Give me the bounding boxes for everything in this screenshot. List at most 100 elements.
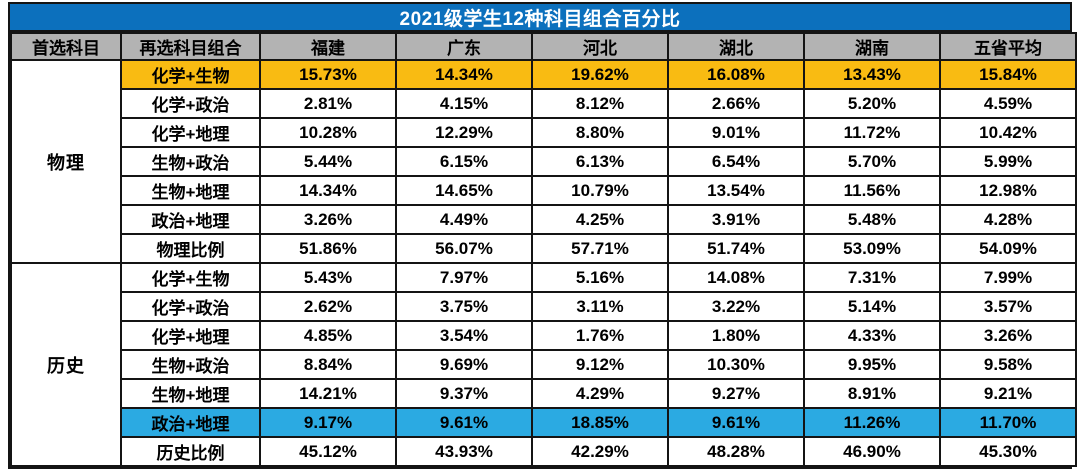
column-header-6: 湖南 bbox=[803, 32, 941, 61]
row-label: 化学+生物 bbox=[120, 59, 261, 90]
cell-value: 45.30% bbox=[939, 436, 1077, 467]
cell-value: 13.54% bbox=[667, 175, 805, 206]
cell-value: 6.54% bbox=[667, 146, 805, 177]
cell-value: 10.79% bbox=[531, 175, 669, 206]
table-row: 化学+地理 10.28% 12.29% 8.80% 9.01% 11.72% 10.42% bbox=[11, 117, 1077, 148]
cell-value: 3.26% bbox=[939, 320, 1077, 351]
cell-value: 4.85% bbox=[259, 320, 397, 351]
cell-value: 11.70% bbox=[939, 407, 1077, 438]
row-label: 化学+政治 bbox=[120, 291, 261, 322]
cell-value: 5.70% bbox=[803, 146, 941, 177]
cell-value: 7.31% bbox=[803, 262, 941, 293]
cell-value: 42.29% bbox=[531, 436, 669, 467]
table-row: 生物+地理 14.21% 9.37% 4.29% 9.27% 8.91% 9.21% bbox=[11, 378, 1077, 409]
cell-value: 14.08% bbox=[667, 262, 805, 293]
header-row: 首选科目 再选科目组合 福建 广东 河北 湖北 湖南 五省平均 bbox=[10, 32, 1077, 61]
column-header-0: 首选科目 bbox=[10, 32, 122, 61]
group-cell: 历史 bbox=[10, 262, 122, 467]
row-label: 政治+地理 bbox=[120, 407, 261, 438]
cell-value: 16.08% bbox=[667, 59, 805, 90]
cell-value: 4.28% bbox=[939, 204, 1077, 235]
table-body: 物理 化学+生物 15.73% 14.34% 19.62% 16.08% 13.43% 15.… bbox=[10, 59, 1077, 467]
cell-value: 9.12% bbox=[531, 349, 669, 380]
table-header: 首选科目 再选科目组合 福建 广东 河北 湖北 湖南 五省平均 bbox=[10, 32, 1077, 61]
row-label: 化学+地理 bbox=[120, 320, 261, 351]
cell-value: 5.44% bbox=[259, 146, 397, 177]
cell-value: 53.09% bbox=[803, 233, 941, 264]
cell-value: 4.49% bbox=[395, 204, 533, 235]
cell-value: 3.11% bbox=[531, 291, 669, 322]
cell-value: 3.75% bbox=[395, 291, 533, 322]
cell-value: 18.85% bbox=[531, 407, 669, 438]
table-row: 化学+政治 2.81% 4.15% 8.12% 2.66% 5.20% 4.59% bbox=[11, 88, 1077, 119]
cell-value: 9.69% bbox=[395, 349, 533, 380]
cell-value: 5.99% bbox=[939, 146, 1077, 177]
column-header-2: 福建 bbox=[259, 32, 397, 61]
cell-value: 14.65% bbox=[395, 175, 533, 206]
cell-value: 8.12% bbox=[531, 88, 669, 119]
table-row: 物理比例 51.86% 56.07% 57.71% 51.74% 53.09% 54.09% bbox=[11, 233, 1077, 264]
cell-value: 2.66% bbox=[667, 88, 805, 119]
cell-value: 48.28% bbox=[667, 436, 805, 467]
cell-value: 51.86% bbox=[259, 233, 397, 264]
cell-value: 14.21% bbox=[259, 378, 397, 409]
cell-value: 9.95% bbox=[803, 349, 941, 380]
cell-value: 51.74% bbox=[667, 233, 805, 264]
cell-value: 10.28% bbox=[259, 117, 397, 148]
column-header-7: 五省平均 bbox=[939, 32, 1077, 61]
cell-value: 14.34% bbox=[259, 175, 397, 206]
table-row: 化学+地理 4.85% 3.54% 1.76% 1.80% 4.33% 3.26% bbox=[11, 320, 1077, 351]
group-cell: 物理 bbox=[10, 59, 122, 264]
column-header-4: 河北 bbox=[531, 32, 669, 61]
row-label: 化学+生物 bbox=[120, 262, 261, 293]
cell-value: 8.84% bbox=[259, 349, 397, 380]
cell-value: 9.61% bbox=[395, 407, 533, 438]
cell-value: 9.27% bbox=[667, 378, 805, 409]
cell-value: 54.09% bbox=[939, 233, 1077, 264]
cell-value: 43.93% bbox=[395, 436, 533, 467]
row-label: 生物+地理 bbox=[120, 378, 261, 409]
cell-value: 3.54% bbox=[395, 320, 533, 351]
row-label: 物理比例 bbox=[120, 233, 261, 264]
row-label: 化学+地理 bbox=[120, 117, 261, 148]
cell-value: 2.62% bbox=[259, 291, 397, 322]
cell-value: 11.72% bbox=[803, 117, 941, 148]
cell-value: 4.59% bbox=[939, 88, 1077, 119]
cell-value: 4.25% bbox=[531, 204, 669, 235]
row-label: 生物+政治 bbox=[120, 146, 261, 177]
cell-value: 46.90% bbox=[803, 436, 941, 467]
cell-value: 56.07% bbox=[395, 233, 533, 264]
cell-value: 6.15% bbox=[395, 146, 533, 177]
cell-value: 19.62% bbox=[531, 59, 669, 90]
table-row: 历史 化学+生物 5.43% 7.97% 5.16% 14.08% 7.31% 7.99% bbox=[10, 262, 1077, 467]
table-row: 生物+地理 14.34% 14.65% 10.79% 13.54% 11.56% 12.98… bbox=[11, 175, 1077, 206]
page-title: 2021级学生12种科目组合百分比 bbox=[10, 4, 1070, 32]
cell-value: 10.30% bbox=[667, 349, 805, 380]
cell-value: 7.97% bbox=[395, 262, 533, 293]
table-row: 生物+政治 5.44% 6.15% 6.13% 6.54% 5.70% 5.99% bbox=[11, 146, 1077, 177]
cell-value: 2.81% bbox=[259, 88, 397, 119]
row-label: 生物+政治 bbox=[120, 349, 261, 380]
table-row: 物理 化学+生物 15.73% 14.34% 19.62% 16.08% 13.43% 15.… bbox=[10, 59, 1077, 264]
cell-value: 15.73% bbox=[259, 59, 397, 90]
cell-value: 5.14% bbox=[803, 291, 941, 322]
cell-value: 3.57% bbox=[939, 291, 1077, 322]
cell-value: 9.58% bbox=[939, 349, 1077, 380]
cell-value: 9.37% bbox=[395, 378, 533, 409]
cell-value: 11.56% bbox=[803, 175, 941, 206]
table-row: 生物+政治 8.84% 9.69% 9.12% 10.30% 9.95% 9.58% bbox=[11, 349, 1077, 380]
cell-value: 9.01% bbox=[667, 117, 805, 148]
cell-value: 9.17% bbox=[259, 407, 397, 438]
cell-value: 11.26% bbox=[803, 407, 941, 438]
cell-value: 10.42% bbox=[939, 117, 1077, 148]
cell-value: 15.84% bbox=[939, 59, 1077, 90]
cell-value: 3.22% bbox=[667, 291, 805, 322]
row-label: 化学+政治 bbox=[120, 88, 261, 119]
row-label: 历史比例 bbox=[120, 436, 261, 467]
column-header-1: 再选科目组合 bbox=[120, 32, 261, 61]
cell-value: 1.76% bbox=[531, 320, 669, 351]
cell-value: 1.80% bbox=[667, 320, 805, 351]
cell-value: 13.43% bbox=[803, 59, 941, 90]
subject-combination-table: 2021级学生12种科目组合百分比 首选科目 再选科目组合 福建 广东 河北 湖北 湖南 五省… bbox=[8, 2, 1077, 469]
